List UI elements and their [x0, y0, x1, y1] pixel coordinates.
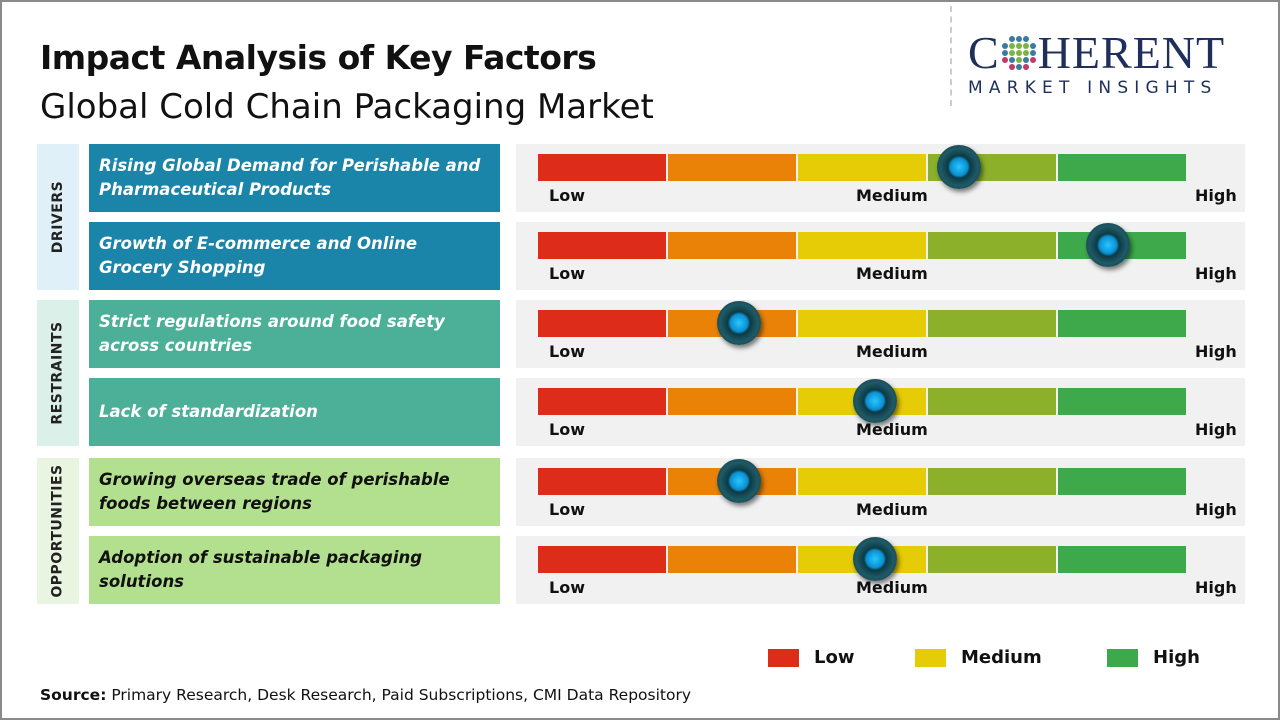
gauge-segment — [668, 546, 796, 573]
category-label-opportunities: OPPORTUNITIES — [37, 458, 79, 604]
impact-indicator-knob — [937, 145, 982, 189]
gauge-label-low: Low — [549, 500, 585, 519]
impact-indicator-knob — [1086, 223, 1131, 267]
gauge-segment — [798, 310, 926, 337]
gauge-segment — [538, 388, 666, 415]
factor-label: Lack of standardization — [89, 378, 500, 446]
gauge-segment — [1058, 310, 1186, 337]
gauge-label-high: High — [1195, 578, 1237, 597]
impact-gauge: Low Medium High — [516, 222, 1245, 290]
impact-indicator-knob — [716, 301, 761, 345]
legend-item-low: Low — [768, 647, 854, 668]
category-text: DRIVERS — [50, 180, 66, 254]
logo-tagline: MARKET INSIGHTS — [968, 78, 1218, 98]
gauge-segment — [1058, 546, 1186, 573]
gauge-segment — [668, 154, 796, 181]
gauge-segment — [538, 232, 666, 259]
globe-icon — [1001, 36, 1036, 70]
gauge-segment — [668, 232, 796, 259]
category-label-drivers: DRIVERS — [37, 144, 79, 290]
gauge-label-medium: Medium — [856, 500, 928, 519]
gauge-label-medium: Medium — [856, 420, 928, 439]
impact-gauge: Low Medium High — [516, 378, 1245, 446]
gauge-label-low: Low — [549, 264, 585, 283]
gauge-segment — [798, 232, 926, 259]
gauge-segment — [928, 468, 1056, 495]
legend-swatch — [1107, 648, 1138, 667]
gauge-segment — [538, 468, 666, 495]
gauge-label-high: High — [1195, 264, 1237, 283]
source-label: Source: — [40, 686, 107, 704]
gauge-segment — [538, 310, 666, 337]
gauge-label-high: High — [1195, 186, 1237, 205]
page-subtitle: Global Cold Chain Packaging Market — [40, 87, 654, 127]
gauge-segment — [928, 388, 1056, 415]
gauge-label-medium: Medium — [856, 342, 928, 361]
gauge-segment — [928, 232, 1056, 259]
gauge-segment — [538, 154, 666, 181]
impact-gauge: Low Medium High — [516, 300, 1245, 368]
legend-swatch — [915, 648, 946, 667]
factor-label: Adoption of sustainable packaging soluti… — [89, 536, 500, 604]
category-text: RESTRAINTS — [50, 321, 66, 425]
factor-label: Rising Global Demand for Perishable and … — [89, 144, 500, 212]
legend-text: Low — [814, 647, 855, 668]
legend-item-high: High — [1107, 647, 1200, 668]
gauge-label-high: High — [1195, 342, 1237, 361]
gauge-label-medium: Medium — [856, 578, 928, 597]
gauge-label-high: High — [1195, 500, 1237, 519]
impact-indicator-knob — [852, 379, 897, 423]
gauge-label-medium: Medium — [856, 186, 928, 205]
source-note: Source: Primary Research, Desk Research,… — [40, 686, 691, 704]
gauge-segment — [538, 546, 666, 573]
factor-label: Growth of E-commerce and Online Grocery … — [89, 222, 500, 290]
gauge-label-low: Low — [549, 578, 585, 597]
gauge-segment — [798, 468, 926, 495]
legend-swatch — [768, 648, 799, 667]
logo-wordmark: C HERENT — [968, 27, 1226, 78]
gauge-label-medium: Medium — [856, 264, 928, 283]
factor-label: Strict regulations around food safety ac… — [89, 300, 500, 368]
company-logo: C HERENT MARKET INSIGHTS — [950, 6, 1260, 106]
gauge-label-low: Low — [549, 342, 585, 361]
category-text: OPPORTUNITIES — [50, 464, 67, 598]
gauge-label-low: Low — [549, 186, 585, 205]
page-title: Impact Analysis of Key Factors — [40, 38, 597, 77]
legend-item-medium: Medium — [915, 647, 1042, 668]
factor-label: Growing overseas trade of perishable foo… — [89, 458, 500, 526]
gauge-segment — [798, 154, 926, 181]
impact-indicator-knob — [716, 459, 761, 503]
logo-divider — [950, 6, 952, 106]
gauge-segment — [1058, 154, 1186, 181]
source-text: Primary Research, Desk Research, Paid Su… — [106, 686, 692, 704]
legend-text: Medium — [961, 647, 1042, 668]
gauge-segment — [1058, 388, 1186, 415]
gauge-label-high: High — [1195, 420, 1237, 439]
category-label-restraints: RESTRAINTS — [37, 300, 79, 446]
gauge-segment — [1058, 468, 1186, 495]
impact-gauge: Low Medium High — [516, 144, 1245, 212]
impact-gauge: Low Medium High — [516, 536, 1245, 604]
impact-gauge: Low Medium High — [516, 458, 1245, 526]
gauge-segment — [928, 546, 1056, 573]
gauge-segment — [928, 310, 1056, 337]
gauge-segment — [668, 388, 796, 415]
impact-indicator-knob — [852, 537, 897, 581]
legend-text: High — [1153, 647, 1200, 668]
gauge-label-low: Low — [549, 420, 585, 439]
